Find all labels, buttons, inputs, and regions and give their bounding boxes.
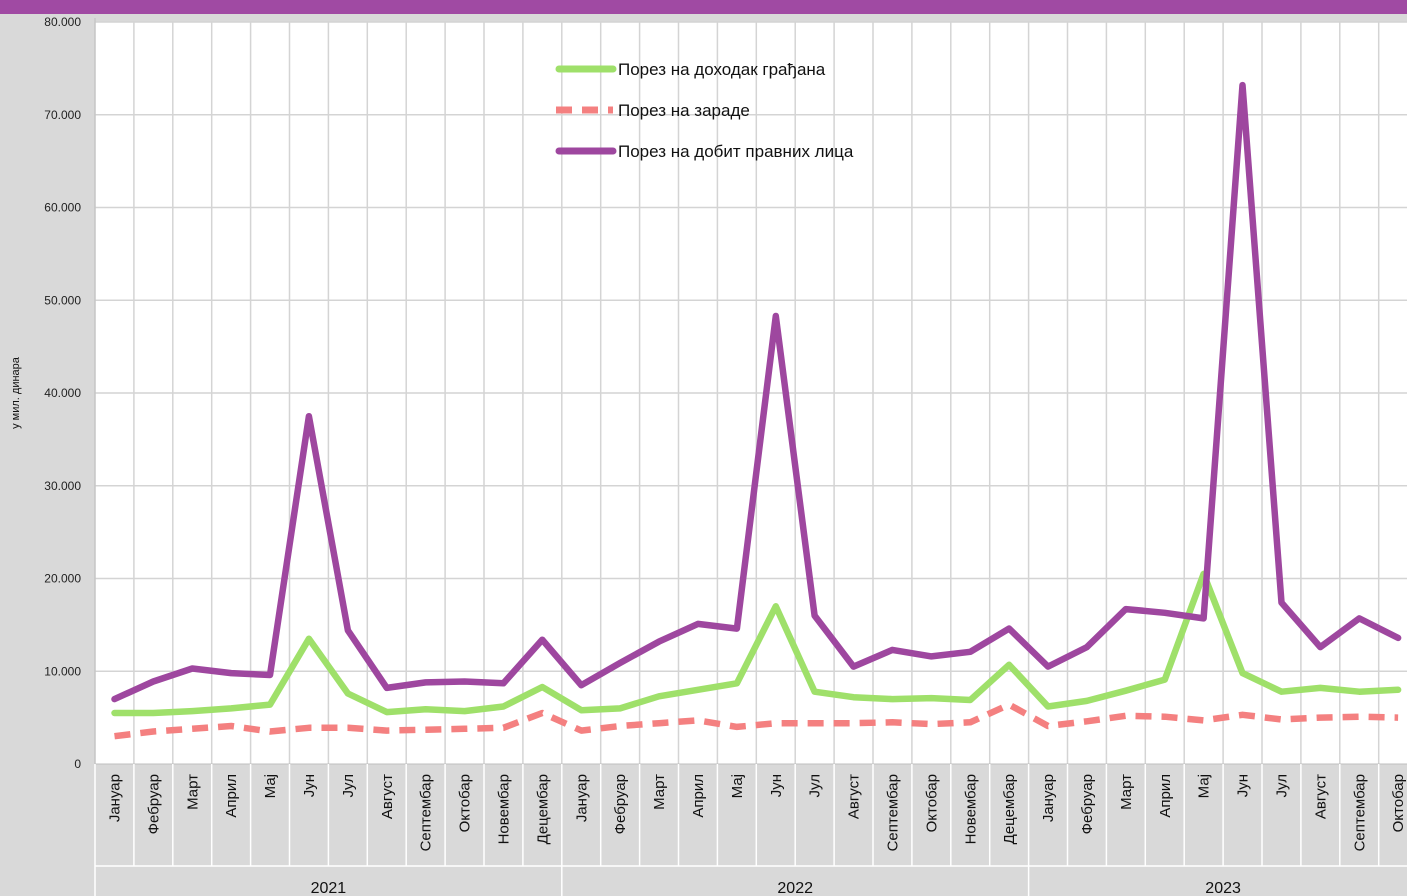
y-tick-label: 10.000 xyxy=(44,664,81,678)
x-tick-label: Новембар xyxy=(495,774,512,844)
x-tick-label: Децембар xyxy=(1001,774,1018,844)
x-tick-label: Јул xyxy=(340,774,357,797)
x-tick-label: Август xyxy=(846,774,863,819)
series-line-0 xyxy=(111,570,1402,717)
x-tick-label: Април xyxy=(690,774,707,818)
legend: Порез на доходак грађана Порез на зараде П… xyxy=(555,60,854,161)
x-tick-label: Март xyxy=(184,774,201,810)
year-label: 2021 xyxy=(311,880,347,896)
x-axis-ticks: Јануар Фебруар Март Април Мај Јун Јул Август Сеп… xyxy=(106,774,1407,852)
x-tick-label: Јун xyxy=(1235,774,1252,797)
series-lines xyxy=(111,81,1402,740)
y-tick-label: 50.000 xyxy=(44,293,81,307)
legend-label: Порез на зараде xyxy=(618,101,750,120)
x-tick-label: Мај xyxy=(729,774,746,798)
y-tick-label: 30.000 xyxy=(44,479,81,493)
x-tick-label: Октобар xyxy=(457,774,474,832)
grid-lines xyxy=(94,18,1407,765)
x-tick-label: Фебруар xyxy=(612,774,629,834)
year-label: 2023 xyxy=(1205,880,1241,896)
y-axis-ticks: 0 10.000 20.000 30.000 40.000 50.000 60.000 70.… xyxy=(44,15,81,771)
x-tick-label: Јун xyxy=(301,774,318,797)
x-tick-label: Октобар xyxy=(1390,774,1407,832)
series-line-2 xyxy=(111,81,1402,703)
y-tick-label: 40.000 xyxy=(44,386,81,400)
x-tick-label: Новембар xyxy=(962,774,979,844)
y-tick-label: 70.000 xyxy=(44,108,81,122)
y-tick-label: 20.000 xyxy=(44,572,81,586)
legend-label: Порез на доходак грађана xyxy=(618,60,826,79)
category-axis-band xyxy=(94,764,1407,896)
top-accent-bar xyxy=(0,0,1407,14)
x-tick-label: Фебруар xyxy=(1079,774,1096,834)
year-label: 2022 xyxy=(777,880,813,896)
y-tick-label: 0 xyxy=(74,757,81,771)
y-tick-label: 60.000 xyxy=(44,201,81,215)
x-tick-label: Март xyxy=(1118,774,1135,810)
x-tick-label: Јануар xyxy=(1040,774,1057,822)
legend-label: Порез на добит правних лица xyxy=(618,142,854,161)
y-tick-label: 80.000 xyxy=(44,15,81,29)
y-axis-label: у мил. динара xyxy=(10,356,22,429)
x-tick-label: Септембар xyxy=(1351,774,1368,851)
x-tick-label: Јул xyxy=(1273,774,1290,797)
x-tick-label: Април xyxy=(223,774,240,818)
x-tick-label: Октобар xyxy=(923,774,940,832)
x-tick-label: Септембар xyxy=(418,774,435,851)
x-tick-label: Јун xyxy=(768,774,785,797)
x-tick-label: Септембар xyxy=(884,774,901,851)
x-tick-label: Мај xyxy=(262,774,279,798)
year-labels: 2021 2022 2023 xyxy=(311,880,1241,896)
x-tick-label: Јул xyxy=(807,774,824,797)
x-tick-label: Август xyxy=(379,774,396,819)
x-tick-label: Април xyxy=(1157,774,1174,818)
x-tick-label: Мај xyxy=(1196,774,1213,798)
x-tick-label: Март xyxy=(651,774,668,810)
series-line-1 xyxy=(114,701,1399,740)
x-tick-label: Јануар xyxy=(106,774,123,822)
x-tick-label: Јануар xyxy=(573,774,590,822)
x-tick-label: Децембар xyxy=(534,774,551,844)
x-tick-label: Фебруар xyxy=(145,774,162,834)
x-tick-label: Август xyxy=(1312,774,1329,819)
